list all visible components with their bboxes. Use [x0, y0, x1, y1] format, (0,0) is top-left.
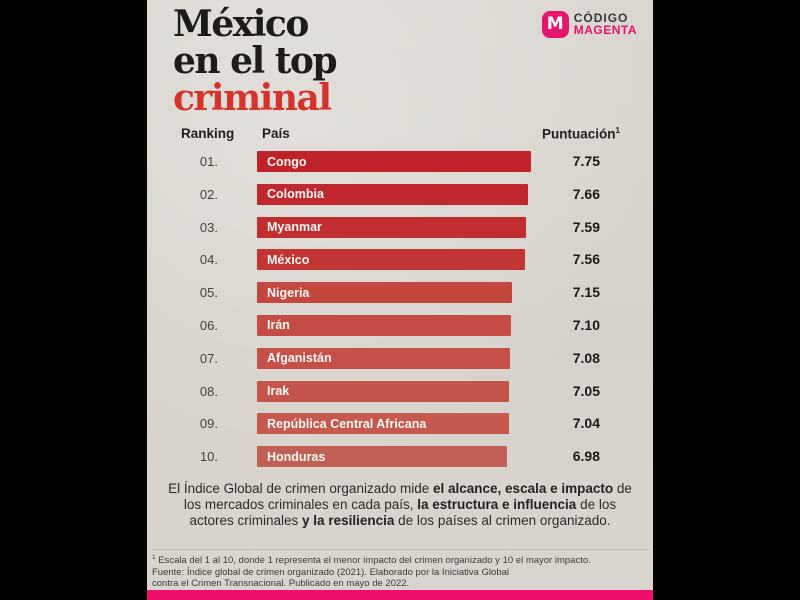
score-value: 7.08 [572, 349, 600, 366]
table-row: 06. Irán 7.10 [147, 314, 653, 336]
score-bar: Irán [257, 314, 511, 336]
page-title: México en el top criminal [173, 3, 338, 119]
footnote-line-published: contra el Crimen Transnacional. Publicad… [152, 578, 410, 590]
column-header-puntuacion: Puntuación1 [542, 126, 620, 142]
table-row: 01. Congo 7.75 [147, 151, 653, 172]
country-label: Colombia [267, 187, 324, 202]
description-segment: El Índice Global de crimen organizado mi… [168, 481, 433, 496]
score-bar: Honduras [257, 446, 507, 468]
table-header: Ranking País Puntuación1 [147, 126, 653, 144]
table-row: 05. Nigeria 7.15 [147, 282, 653, 304]
table-row: 10. Honduras 6.98 [147, 446, 653, 468]
column-header-ranking: Ranking [181, 126, 235, 141]
rank-label: 03. [199, 219, 218, 235]
rank-label: 07. [199, 350, 218, 366]
rank-label: 04. [199, 252, 218, 268]
column-header-pais: País [262, 126, 290, 141]
description-bold-segment: el alcance, escala e impacto [433, 481, 614, 496]
description-bold-segment: la estructura e influencia [417, 497, 577, 512]
table-row: 04. México 7.56 [147, 249, 653, 271]
title-line-2: en el top [173, 40, 338, 82]
country-label: México [267, 252, 310, 267]
rank-label: 09. [199, 416, 218, 432]
score-value: 7.10 [572, 316, 600, 333]
rank-label: 01. [199, 154, 218, 169]
score-value: 7.59 [572, 218, 600, 235]
score-value: 7.05 [572, 382, 600, 399]
rank-label: 08. [199, 383, 218, 399]
table-row: 07. Afganistán 7.08 [147, 347, 653, 369]
rank-label: 10. [199, 449, 218, 465]
description-segment: de los actores criminales [189, 497, 617, 528]
table-row: 08. Irak 7.05 [147, 380, 653, 402]
score-bar: Nigeria [257, 282, 512, 304]
table-row: 09. República Central Africana 7.04 [147, 413, 653, 435]
score-value: 7.15 [572, 284, 600, 301]
title-line-3-accent: criminal [173, 77, 332, 119]
rank-label: 05. [199, 285, 218, 301]
logo-word-codigo: CÓDIGO [573, 11, 629, 25]
score-bar: Afganistán [257, 347, 510, 369]
country-label: República Central Africana [267, 416, 427, 431]
rank-label: 06. [199, 317, 218, 333]
score-bar: México [257, 249, 525, 271]
logo-wordmark: CÓDIGO MAGENTA [573, 11, 637, 37]
description-segment: de los mercados criminales en cada país, [183, 481, 632, 512]
score-bar: República Central Africana [257, 413, 509, 435]
logo-word-magenta: MAGENTA [573, 23, 637, 37]
codigo-magenta-logo: M CÓDIGO MAGENTA [541, 11, 637, 38]
table-row: 02. Colombia 7.66 [147, 183, 653, 205]
title-line-1: México [173, 3, 309, 45]
score-bar: Myanmar [257, 216, 526, 238]
score-value: 7.75 [572, 153, 600, 169]
score-value: 6.98 [572, 448, 600, 465]
footnote-line-source: Fuente: Índice global de crimen organiza… [152, 566, 509, 578]
rank-label: 02. [199, 186, 218, 202]
country-label: Congo [267, 154, 307, 169]
description-bold-segment: y la resiliencia [302, 513, 395, 528]
score-bar: Irak [257, 380, 509, 402]
source-footnote: 1 Escala del 1 al 10, donde 1 representa… [152, 549, 649, 590]
score-value: 7.56 [572, 251, 600, 268]
country-label: Nigeria [267, 285, 310, 300]
footnote-line-scale: 1 Escala del 1 al 10, donde 1 representa… [152, 554, 591, 567]
country-label: Honduras [267, 449, 326, 464]
country-label: Irak [267, 384, 290, 399]
table-row: 03. Myanmar 7.59 [147, 216, 653, 238]
country-label: Afganistán [267, 351, 332, 366]
magenta-m-icon: M [541, 11, 569, 38]
country-label: Myanmar [267, 220, 322, 235]
score-footnote-marker: 1 [615, 126, 620, 135]
score-bar: Colombia [257, 183, 528, 205]
description-segment: de los países al crimen organizado. [394, 513, 611, 528]
score-bar: Congo [257, 151, 531, 172]
score-value: 7.04 [572, 415, 600, 432]
country-label: Irán [267, 318, 290, 333]
infographic-canvas: México en el top criminal M CÓDIGO MAGEN… [147, 0, 653, 600]
ranking-table-rows: 01. Congo 7.75 02. Colombia 7.66 03. Myanmar 7.5… [147, 151, 653, 479]
bottom-magenta-bar [147, 590, 653, 600]
index-description: El Índice Global de crimen organizado mi… [167, 481, 633, 529]
score-value: 7.66 [572, 185, 600, 202]
